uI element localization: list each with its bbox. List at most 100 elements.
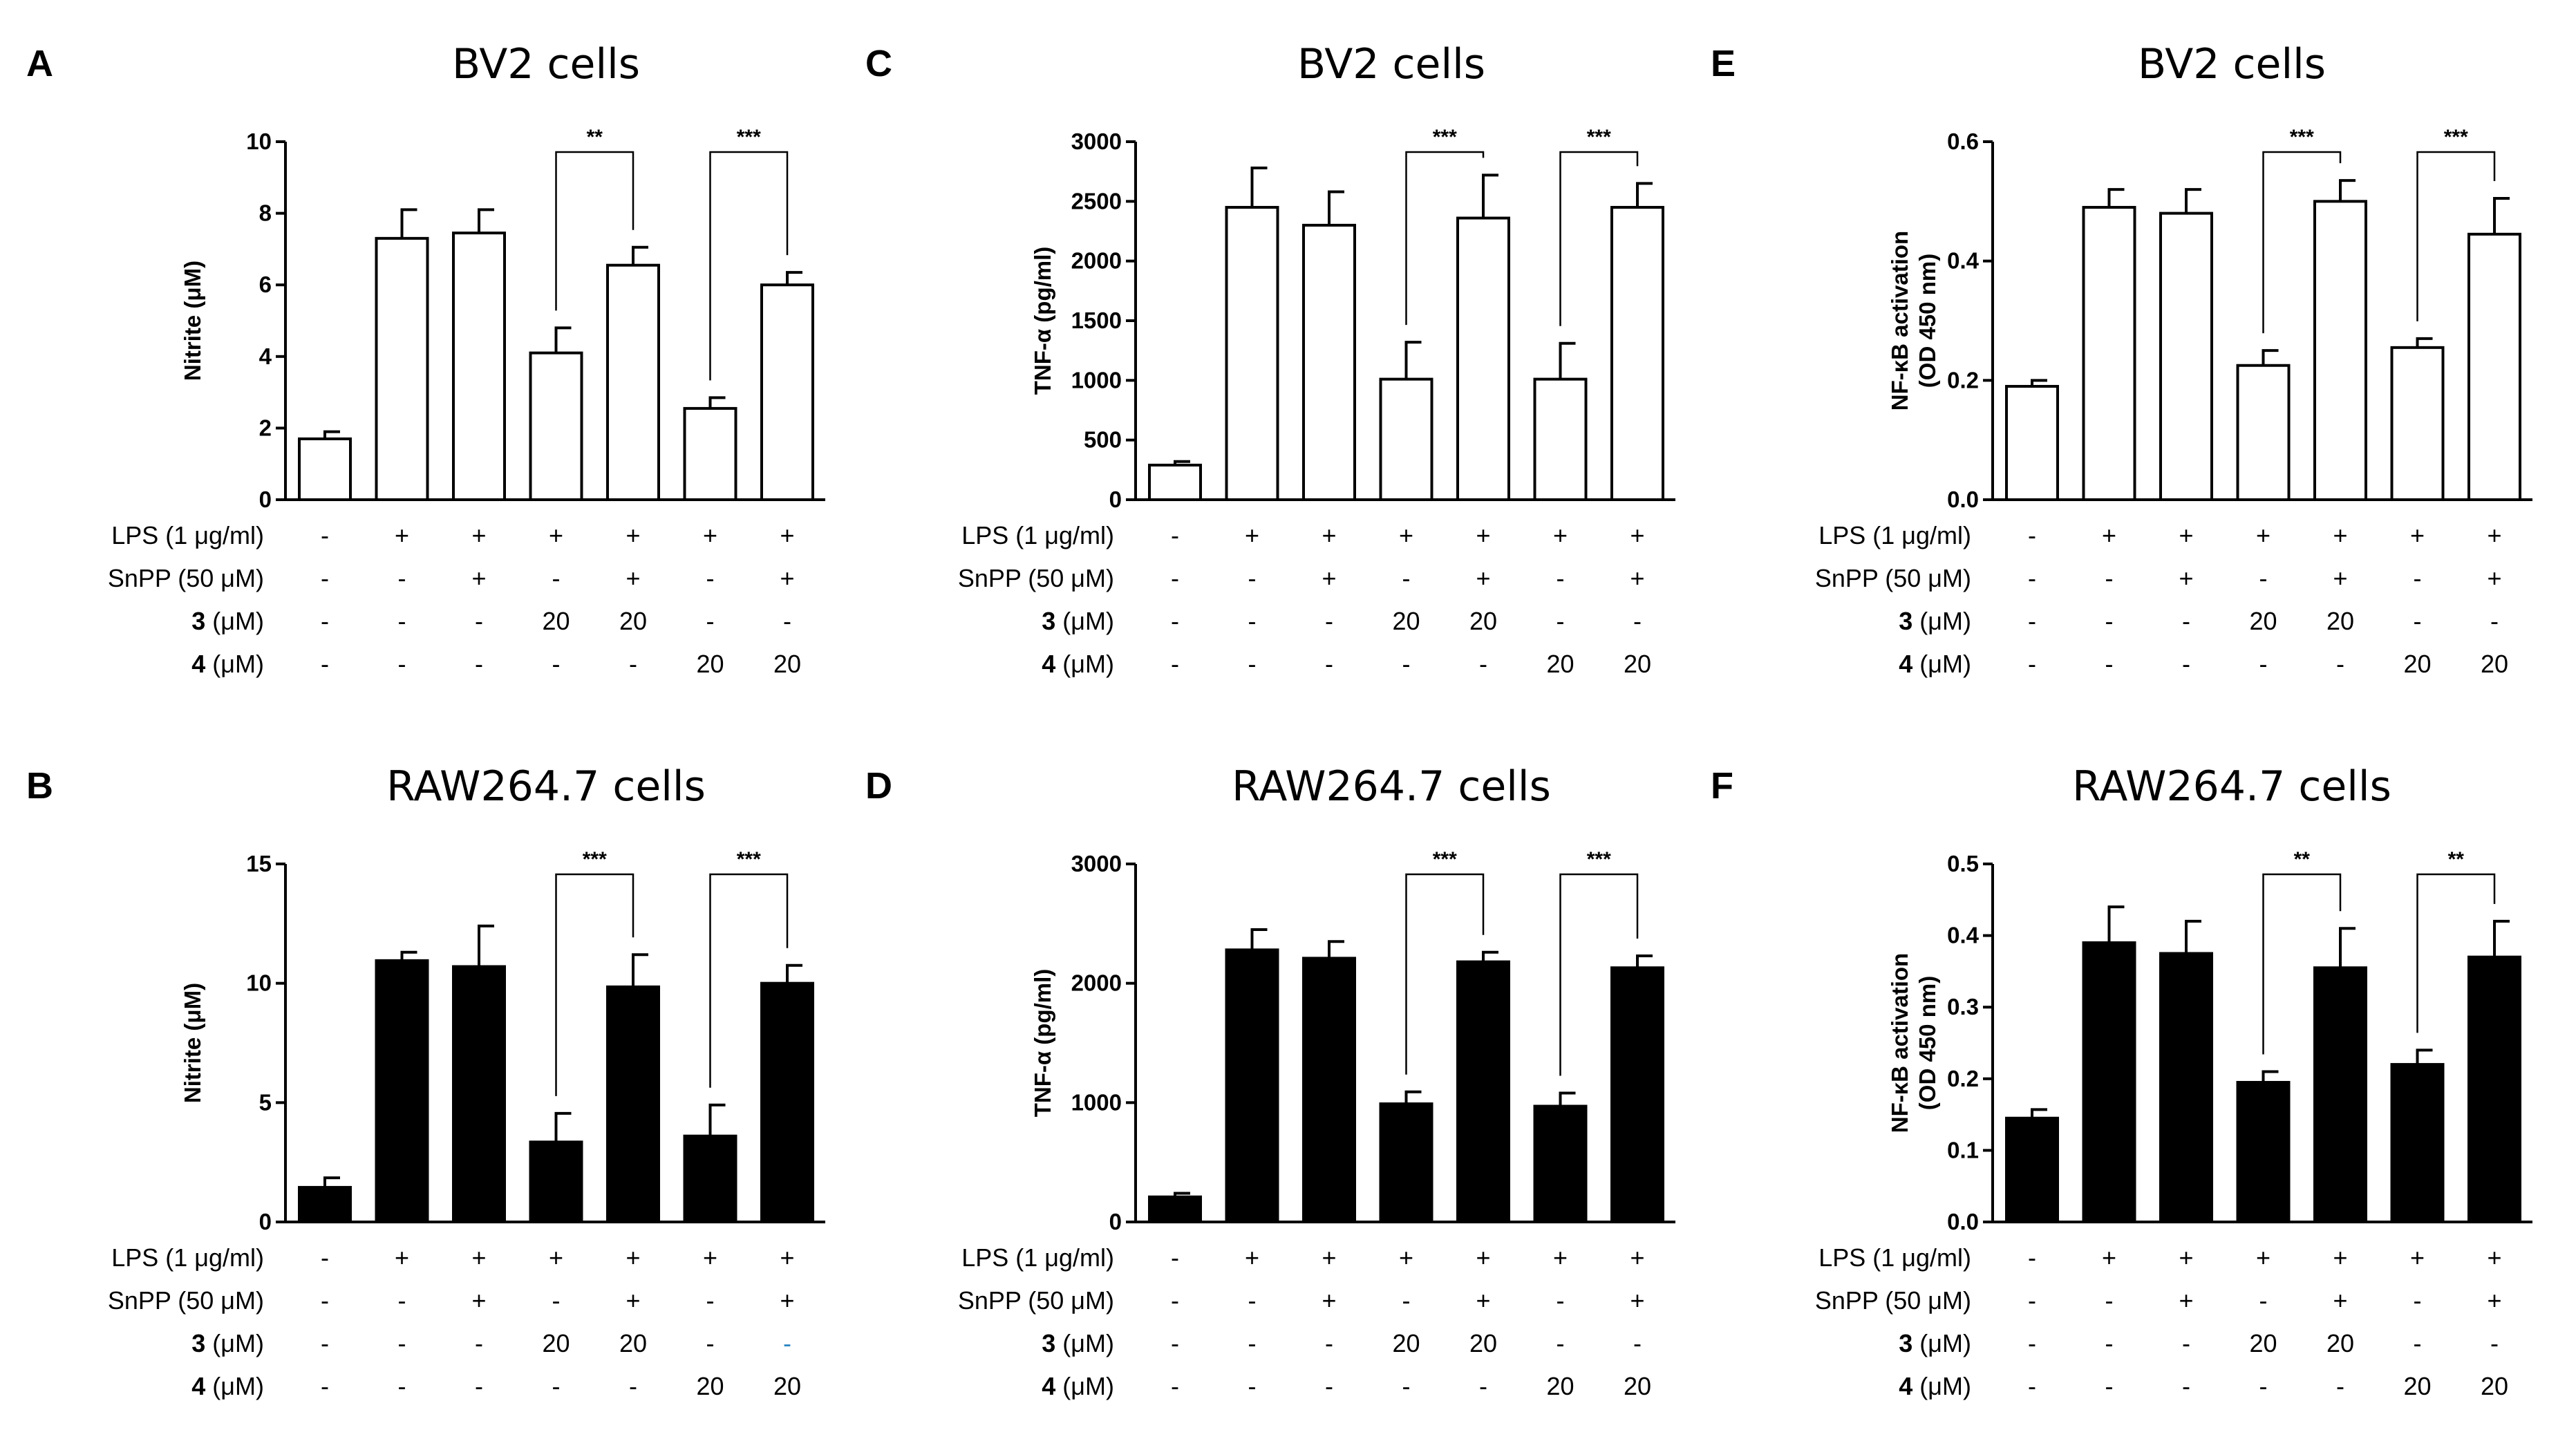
panel-C: C BV2 cells 0 500 1000 1500 2000 2500 3000 TNF-α … <box>865 40 1675 678</box>
condition-label: 4 (μM) <box>1899 1372 1971 1400</box>
panel-E-title: BV2 cells <box>2138 40 2326 88</box>
y-tick-label: 0.6 <box>1947 129 1979 154</box>
condition-cell: - <box>2414 1286 2422 1315</box>
condition-cell: - <box>2105 1372 2114 1400</box>
condition-cell: + <box>2179 564 2193 592</box>
condition-cell: - <box>1248 1372 1257 1400</box>
condition-name: LPS (1 μg/ml) <box>1818 1243 1971 1272</box>
panel-B: B RAW264.7 cells 0 5 10 15 Nitrite (μM) *** *** L… <box>26 762 825 1400</box>
condition-cell: + <box>471 521 486 549</box>
condition-cell: + <box>2333 521 2347 549</box>
condition-cell: - <box>706 607 715 635</box>
significance-bracket <box>1559 151 1639 326</box>
condition-cell: - <box>2028 650 2036 678</box>
condition-cell: - <box>1171 521 1179 549</box>
panel-C-title: BV2 cells <box>1297 40 1485 88</box>
bar <box>2390 346 2445 501</box>
panel-F-letter: F <box>1711 765 1733 807</box>
condition-label: 3 (μM) <box>1042 1329 1114 1357</box>
condition-cell: + <box>703 1243 717 1272</box>
y-axis-label: TNF-α (pg/ml) <box>1030 247 1055 395</box>
significance-label: *** <box>737 126 761 149</box>
condition-cell: - <box>1248 564 1257 592</box>
panel-E-letter: E <box>1711 43 1736 84</box>
panel-D-title: RAW264.7 cells <box>1232 762 1551 811</box>
condition-cell: + <box>1399 521 1413 549</box>
condition-label: 4 (μM) <box>1899 650 1971 678</box>
condition-cell: - <box>2105 650 2114 678</box>
y-tick-label: 0.4 <box>1947 248 1980 274</box>
y-tick-label: 5 <box>259 1089 272 1115</box>
significance-bracket <box>709 151 789 381</box>
condition-cell: - <box>475 607 483 635</box>
bar <box>1379 377 1433 502</box>
y-tick-label: 0.3 <box>1947 994 1979 1019</box>
y-axis-label-line2: (OD 450 nm) <box>1915 254 1940 388</box>
y-tick-label: 8 <box>259 200 272 226</box>
significance-bracket <box>555 151 634 311</box>
condition-cell: 20 <box>619 607 647 635</box>
bar <box>2236 364 2291 501</box>
condition-label: LPS (1 μg/ml) <box>961 1243 1114 1272</box>
condition-cell: - <box>321 1243 329 1272</box>
condition-cell: + <box>1476 564 1490 592</box>
condition-cell: - <box>2414 564 2422 592</box>
y-tick-label: 0.5 <box>1947 851 1979 876</box>
condition-cell: + <box>2179 521 2193 549</box>
y-tick-label: 0.4 <box>1947 923 1980 948</box>
condition-cell: - <box>1171 1329 1179 1357</box>
condition-cell: - <box>475 650 483 678</box>
condition-cell: - <box>2490 1329 2499 1357</box>
condition-cell: - <box>1171 1372 1179 1400</box>
condition-name: (μM) <box>1912 1329 1971 1357</box>
condition-cell: - <box>1171 650 1179 678</box>
condition-cell: - <box>1479 1372 1487 1400</box>
y-tick-label: 3000 <box>1071 129 1122 154</box>
condition-name: (μM) <box>1055 1372 1114 1400</box>
condition-cell: - <box>629 650 637 678</box>
condition-cell: - <box>1248 1329 1257 1357</box>
y-tick-label: 0 <box>259 487 272 512</box>
significance-bracket <box>2416 873 2496 1033</box>
condition-compound-number: 4 <box>1899 1372 1912 1400</box>
y-tick-label: 0.0 <box>1947 1209 1979 1234</box>
condition-cell: - <box>2490 607 2499 635</box>
condition-cell: + <box>1630 564 1644 592</box>
condition-cell: + <box>2333 1286 2347 1315</box>
y-tick-label: 0.1 <box>1947 1137 1979 1163</box>
condition-cell: - <box>2105 1329 2114 1357</box>
condition-cell: + <box>1245 521 1259 549</box>
condition-cell: 20 <box>2249 1329 2277 1357</box>
condition-cell: - <box>321 1329 329 1357</box>
condition-label: 4 (μM) <box>191 650 264 678</box>
condition-cell: + <box>1630 521 1644 549</box>
bar <box>452 232 506 501</box>
bar <box>683 406 737 501</box>
bar <box>1302 957 1356 1223</box>
condition-cell: + <box>1322 1286 1336 1315</box>
condition-cell: + <box>2487 1286 2501 1315</box>
condition-cell: 20 <box>1546 650 1574 678</box>
condition-cell: 20 <box>542 1329 570 1357</box>
panel-A-letter: A <box>26 43 53 84</box>
condition-cell: - <box>321 607 329 635</box>
y-tick-label: 2000 <box>1071 970 1122 996</box>
condition-cell: - <box>1479 650 1487 678</box>
bar <box>683 1134 737 1223</box>
bar <box>1148 1195 1202 1223</box>
bar <box>375 236 429 501</box>
condition-cell: - <box>321 564 329 592</box>
significance-bracket <box>1559 873 1639 1076</box>
condition-cell: - <box>1325 650 1333 678</box>
bar <box>2467 232 2521 501</box>
y-tick-label: 10 <box>246 970 272 996</box>
bar <box>452 965 506 1223</box>
condition-cell: - <box>2182 1372 2190 1400</box>
y-tick-label: 0.0 <box>1947 487 1979 512</box>
condition-cell: - <box>398 564 406 592</box>
condition-label: SnPP (50 μM) <box>108 564 264 592</box>
condition-label: 4 (μM) <box>191 1372 264 1400</box>
bar <box>1533 377 1588 502</box>
condition-cell: - <box>2105 564 2114 592</box>
condition-cell: - <box>1402 1286 1411 1315</box>
